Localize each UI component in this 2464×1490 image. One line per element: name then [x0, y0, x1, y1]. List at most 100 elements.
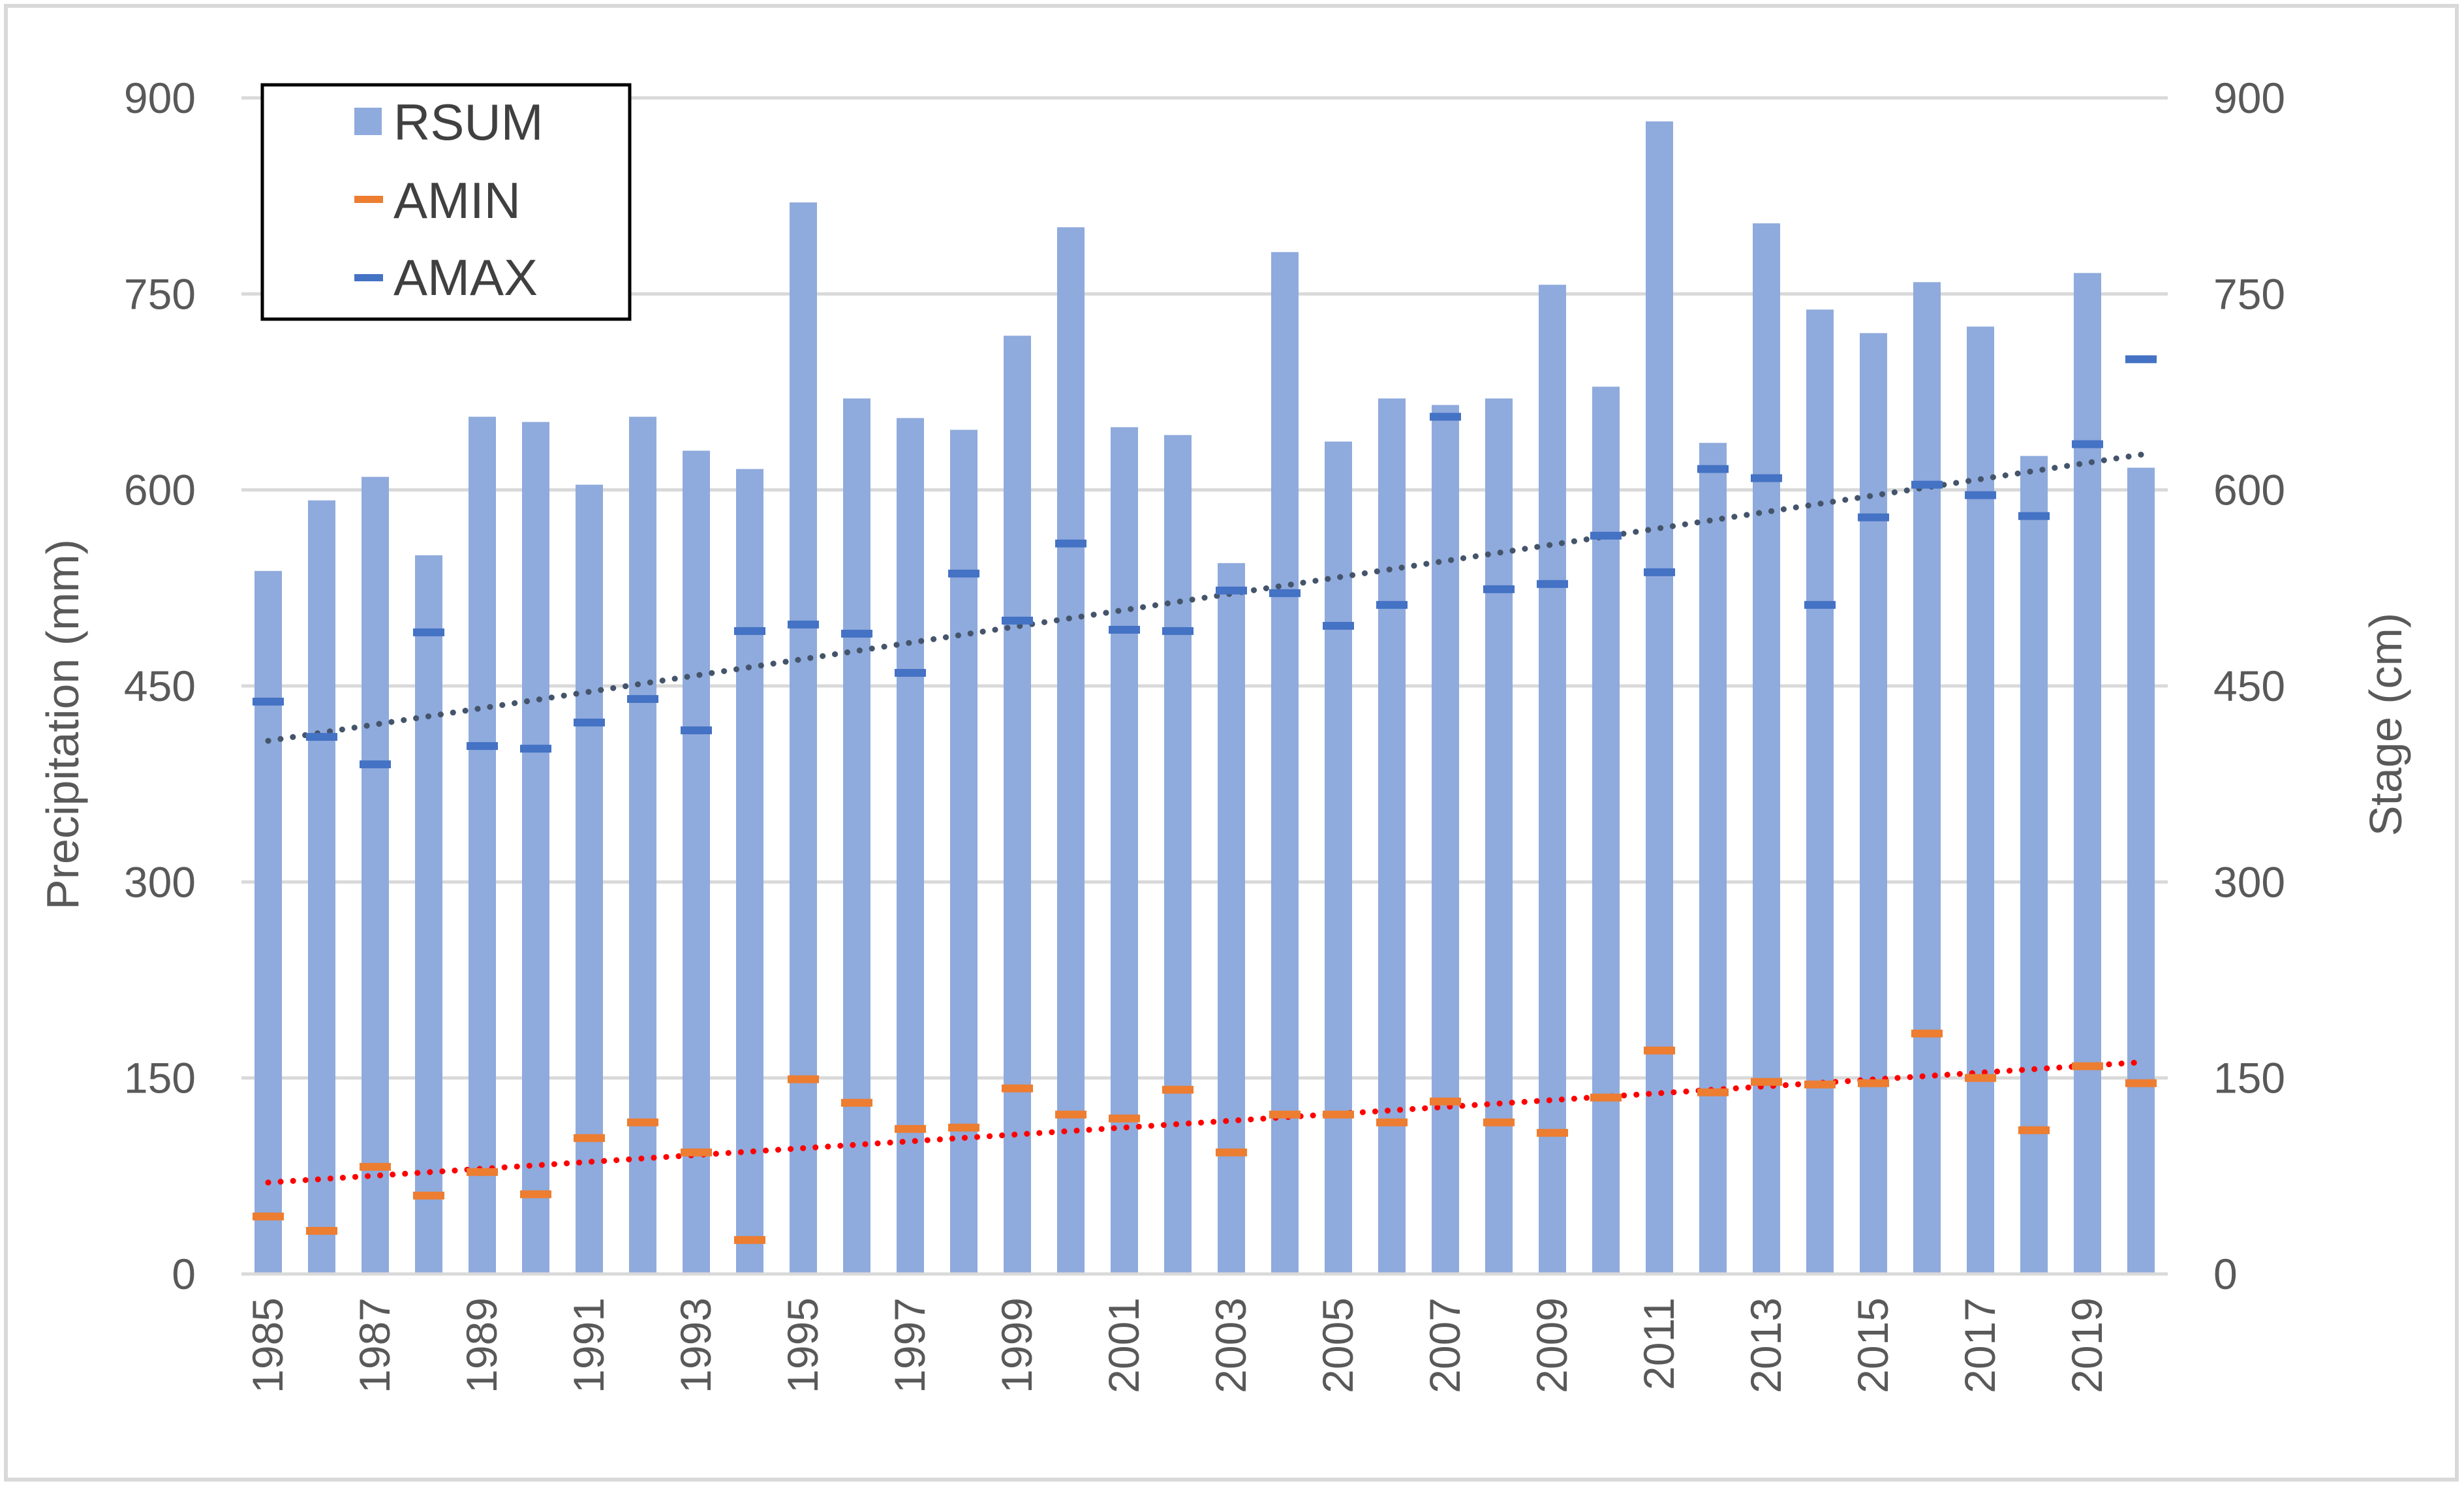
amax-marker — [1109, 625, 1140, 634]
amax-marker — [734, 627, 765, 635]
legend-label-rsum: RSUM — [393, 93, 544, 151]
amin-marker — [1430, 1097, 1461, 1106]
amax-marker — [1376, 600, 1408, 609]
amax-marker — [1751, 474, 1782, 482]
rsum-bar — [1646, 121, 1673, 1274]
rsum-bar — [1432, 405, 1459, 1274]
rsum-bar — [736, 469, 763, 1274]
x-tick-label: 1989 — [457, 1297, 506, 1393]
legend-box — [260, 83, 632, 321]
amax-marker — [1911, 480, 1943, 489]
x-tick-label: 2013 — [1742, 1297, 1790, 1393]
amin-marker — [1965, 1074, 1996, 1082]
rsum-bar — [790, 202, 817, 1275]
amax-marker — [1430, 412, 1461, 421]
rsum-bar — [843, 398, 870, 1274]
amax-marker — [788, 620, 819, 629]
y-tick-label: 0 — [172, 1250, 196, 1298]
legend-label-amax: AMAX — [393, 249, 538, 306]
x-tick-label: 2005 — [1314, 1297, 1362, 1393]
x-tick-label: 2011 — [1635, 1297, 1683, 1390]
amax-marker — [1697, 465, 1729, 473]
amax-marker — [1269, 589, 1301, 597]
amax-marker — [1965, 491, 1996, 499]
amin-marker — [948, 1123, 979, 1132]
y-axis-title: Precipitation (mm) — [37, 539, 88, 910]
amax-marker — [895, 668, 926, 677]
amax-marker — [2072, 440, 2103, 448]
x-tick-label: 1991 — [564, 1297, 613, 1393]
rsum-bar — [1913, 282, 1941, 1274]
amin-marker — [1269, 1110, 1301, 1119]
amin-marker — [788, 1075, 819, 1083]
amin-marker — [1911, 1029, 1943, 1038]
trendline-amax — [265, 452, 2144, 744]
rsum-bar — [1592, 386, 1620, 1274]
x-tick-label: 1997 — [886, 1297, 934, 1393]
amin-marker — [1804, 1080, 1836, 1089]
amin-marker — [1644, 1046, 1675, 1055]
rsum-bar — [1485, 398, 1513, 1274]
amin-marker — [1216, 1148, 1247, 1156]
x-tick-label: 2007 — [1421, 1297, 1469, 1393]
amin-marker — [1323, 1110, 1354, 1119]
rsum-bar — [576, 484, 603, 1275]
rsum-bar — [2020, 456, 2048, 1274]
amin-marker — [627, 1118, 658, 1126]
rsum-bar — [1057, 227, 1085, 1275]
y2-tick-label: 750 — [2213, 270, 2285, 318]
rsum-bar — [1218, 563, 1245, 1274]
amin-marker — [1162, 1085, 1194, 1094]
amax-marker — [1804, 600, 1836, 609]
y2-tick-label: 450 — [2213, 662, 2285, 710]
amax-marker — [1590, 531, 1622, 540]
y-tick-label: 750 — [124, 270, 196, 318]
amin-marker — [306, 1226, 337, 1235]
amin-marker — [895, 1125, 926, 1133]
rsum-bar — [522, 422, 549, 1275]
x-tick-label: 1985 — [243, 1297, 292, 1393]
amax-marker — [627, 695, 658, 704]
rsum-bar — [1111, 427, 1138, 1274]
amin-marker — [2072, 1062, 2103, 1070]
y2-tick-label: 150 — [2213, 1054, 2285, 1102]
amax-marker — [467, 742, 498, 751]
rsum-bar — [683, 450, 710, 1274]
legend: RSUM AMIN AMAX — [260, 83, 632, 321]
rsum-bar — [308, 500, 335, 1274]
y-tick-label: 600 — [124, 466, 196, 514]
rsum-bar — [1378, 398, 1406, 1274]
rsum-bar — [2127, 467, 2155, 1274]
rsum-bar — [1860, 333, 1887, 1274]
amax-marker — [1002, 616, 1033, 625]
amin-marker — [467, 1168, 498, 1176]
amax-marker — [2018, 512, 2050, 520]
amax-marker — [413, 628, 444, 636]
trendline-amin — [265, 1059, 2144, 1186]
y2-axis-title: Stage (cm) — [2360, 613, 2411, 836]
amin-marker — [1002, 1084, 1033, 1093]
amax-marker — [1323, 621, 1354, 630]
amin-marker — [2018, 1126, 2050, 1134]
amin-marker — [681, 1148, 712, 1156]
amin-marker — [574, 1134, 605, 1142]
legend-swatch-amax — [354, 274, 383, 281]
y-tick-label: 900 — [124, 74, 196, 122]
amin-marker — [253, 1212, 284, 1220]
amin-marker — [734, 1235, 765, 1244]
rsum-bar — [1806, 309, 1834, 1274]
stage-markers — [253, 355, 2157, 1244]
y2-tick-label: 900 — [2213, 74, 2285, 122]
amin-marker — [1376, 1118, 1408, 1126]
amax-marker — [1055, 539, 1086, 548]
amax-marker — [520, 745, 551, 753]
y-tick-label: 150 — [124, 1054, 196, 1102]
rsum-bar — [629, 416, 656, 1274]
rsum-bar — [1325, 441, 1352, 1274]
rsum-bar — [415, 555, 442, 1274]
axes: 0 150 300 450 600 750 900 0 150 300 450 600 750 900 19… — [124, 74, 2285, 1393]
amin-marker — [1483, 1118, 1515, 1126]
rsum-bar — [1004, 335, 1031, 1274]
rsum-bar — [1271, 252, 1299, 1274]
